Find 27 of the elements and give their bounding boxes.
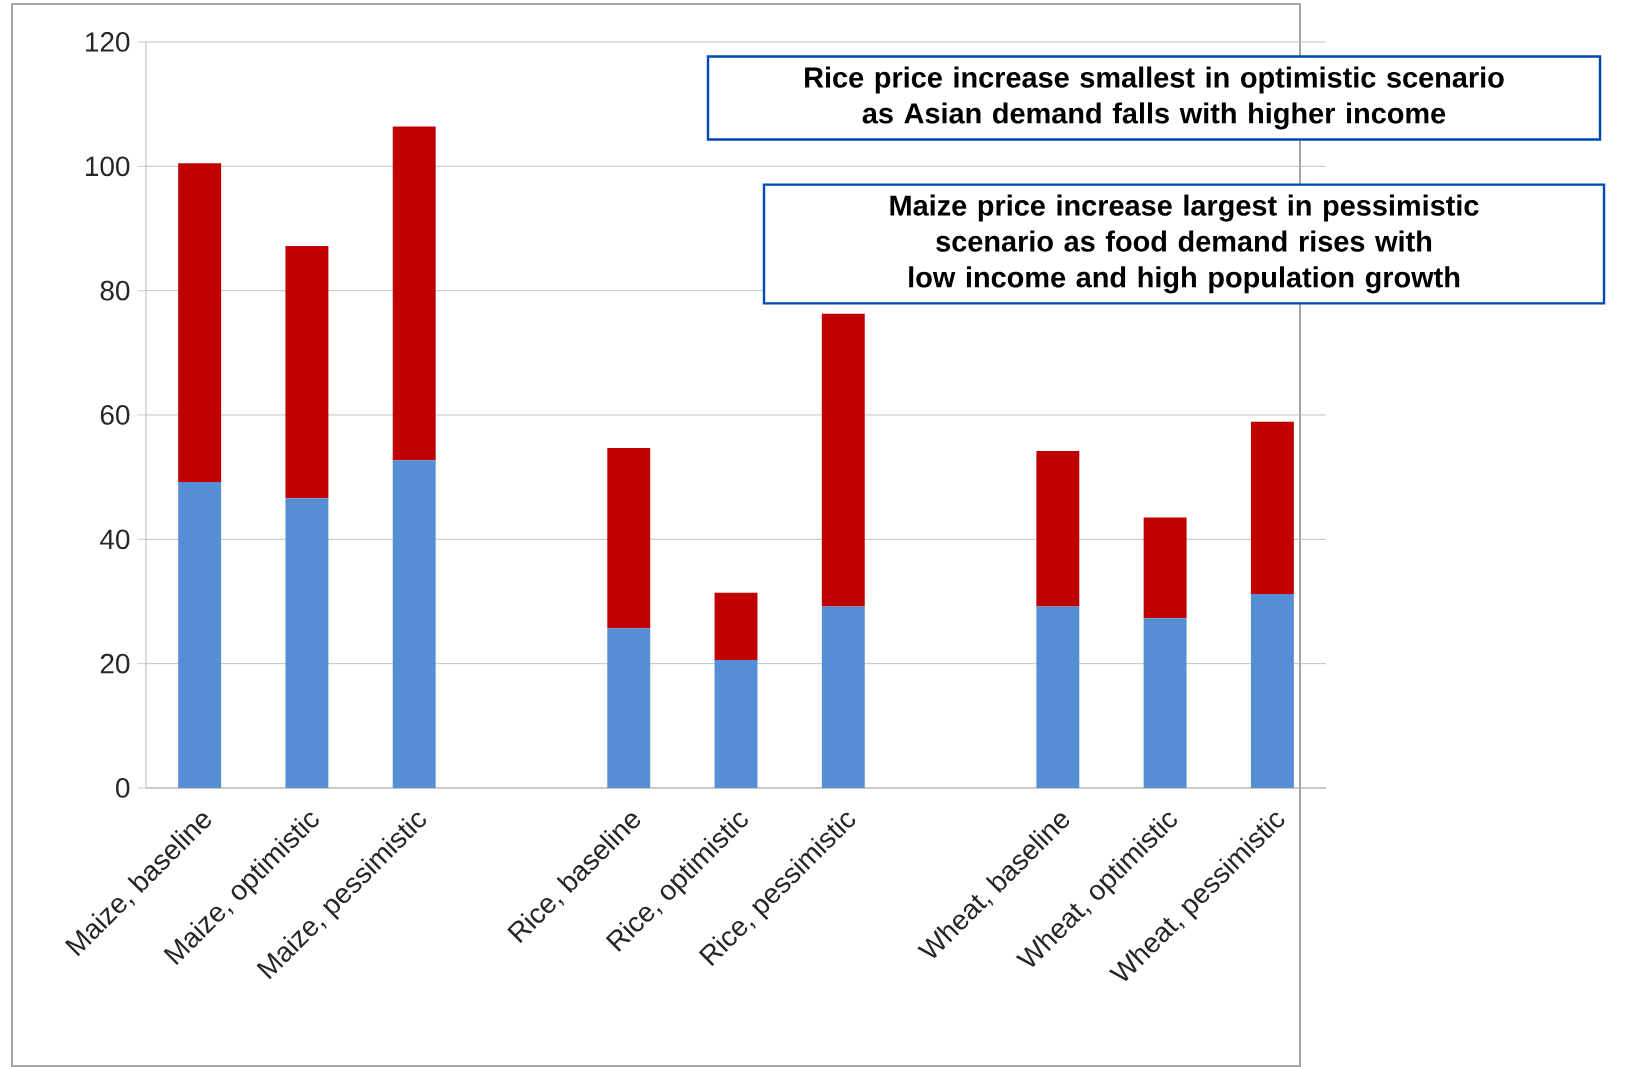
y-tick-label: 40 (100, 529, 130, 550)
y-tick-label: 20 (100, 653, 130, 674)
bar (285, 498, 329, 788)
bar (714, 592, 758, 660)
bar (821, 606, 865, 788)
bar (714, 659, 758, 788)
bar (607, 628, 651, 788)
annotation: Rice price increase smallest in optimistic scenario as Asian demand falls with higher income (805, 66, 1504, 130)
bar (1143, 517, 1187, 619)
bar (821, 313, 865, 607)
bar (1250, 594, 1294, 788)
bar (392, 460, 436, 788)
bar (285, 245, 329, 499)
bar (1143, 618, 1187, 788)
bar (178, 482, 222, 788)
bar (178, 163, 222, 483)
y-tick-label: 80 (100, 280, 130, 301)
y-tick-label: 0 (116, 778, 130, 798)
bar (392, 126, 436, 461)
bar (1036, 451, 1080, 607)
y-tick-label: 100 (86, 156, 130, 177)
y-tick-label: 60 (100, 405, 130, 425)
bar (607, 447, 651, 629)
bar (1250, 421, 1294, 595)
bar (1036, 606, 1080, 788)
y-tick-label: 120 (86, 32, 130, 52)
annotation: Maize price increase largest in pessimistic scenario as food demand rises with low income and high population growth (890, 194, 1479, 294)
